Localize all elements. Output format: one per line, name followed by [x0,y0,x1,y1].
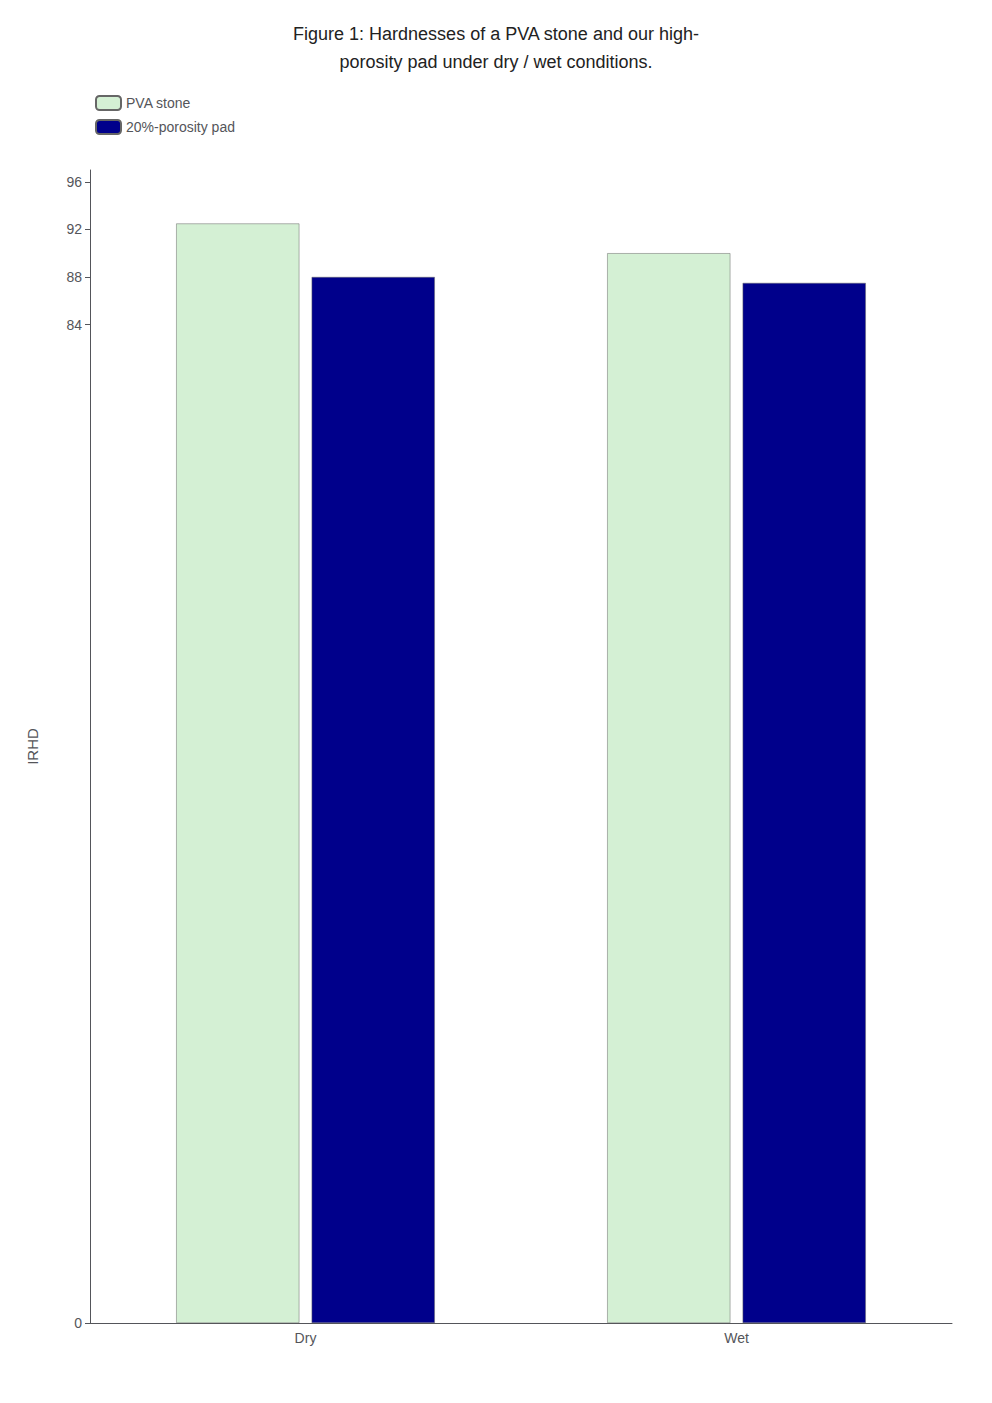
svg-text:88: 88 [66,269,82,285]
svg-text:porosity pad under dry / wet c: porosity pad under dry / wet conditions. [339,52,652,72]
svg-text:IRHD: IRHD [24,728,41,765]
svg-text:PVA stone: PVA stone [126,95,191,111]
svg-text:92: 92 [66,221,82,237]
svg-text:96: 96 [66,174,82,190]
svg-text:0: 0 [74,1315,82,1331]
svg-text:Dry: Dry [295,1330,317,1346]
svg-text:20%-porosity pad: 20%-porosity pad [126,119,235,135]
svg-text:Figure 1: Hardnesses of a PVA: Figure 1: Hardnesses of a PVA stone and … [293,24,699,44]
svg-text:84: 84 [66,317,82,333]
svg-text:Wet: Wet [724,1330,749,1346]
